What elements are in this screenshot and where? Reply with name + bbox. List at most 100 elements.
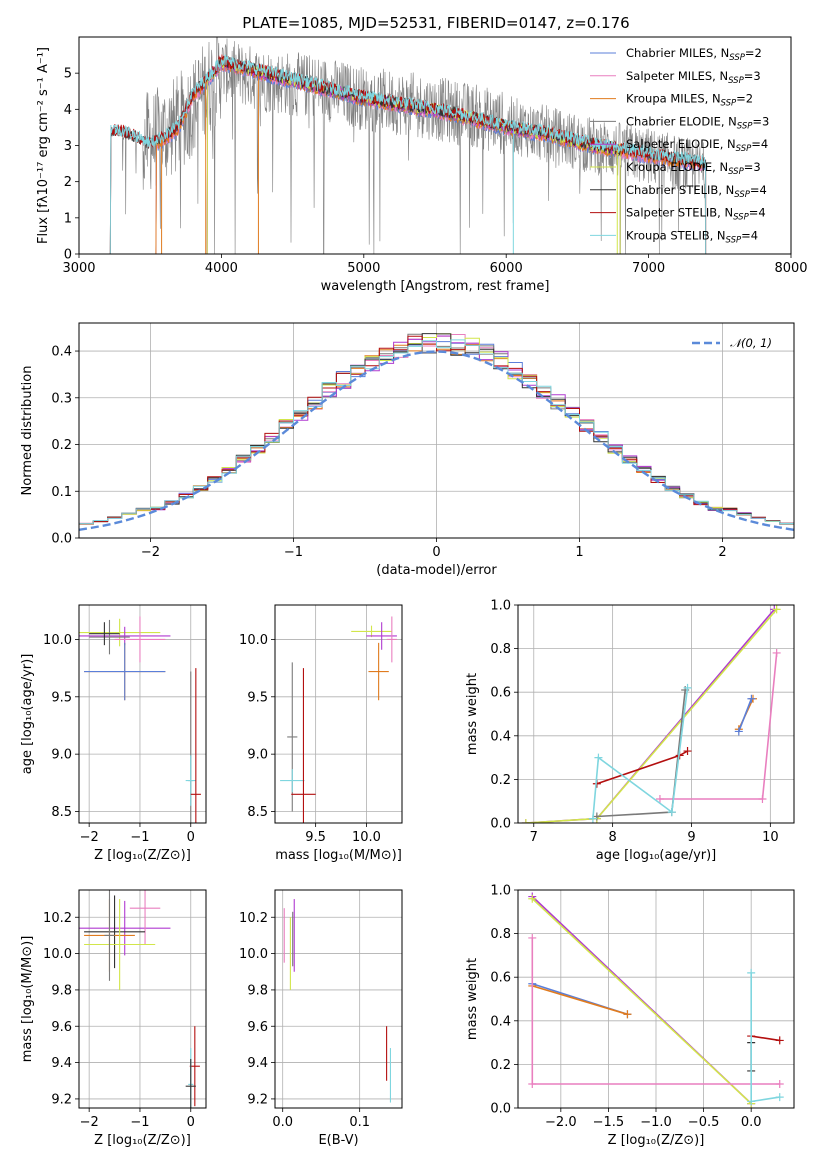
- mass-weight-point-kroupa_stelib: [667, 808, 676, 817]
- y-tick-label: 9.8: [51, 983, 72, 998]
- figure-title: PLATE=1085, MJD=52531, FIBERID=0147, z=0…: [242, 14, 629, 32]
- x-tick-label: 10: [762, 830, 779, 845]
- y-tick-label: 10.0: [239, 633, 268, 648]
- x-axis-label: E(B-V): [318, 1133, 358, 1148]
- panel-spectrum: 3000 4000 5000 6000 7000 8000 0 1 2 3 4 5 wavelength…: [36, 36, 808, 294]
- x-tick-label: 0: [187, 830, 195, 845]
- x-tick-label: 1: [575, 545, 583, 560]
- y-tick-label: 8.5: [51, 805, 72, 820]
- mass-weight-line-chabrier_elodie: [596, 689, 686, 818]
- panel-massweight-vs-Z: −2.0 −1.5 −1.0 −0.5 0.0 0.0 0.2 0.4 0.6 0.8 1.0 Z […: [465, 884, 795, 1148]
- mass-weight-point-kroupa_stelib: [683, 683, 692, 692]
- x-tick-label: −2.0: [545, 1115, 577, 1130]
- mass-weight-line-salpeter_stelib: [751, 1035, 780, 1042]
- plot-area: [79, 890, 200, 1108]
- x-tick-label: 0.0: [741, 1115, 762, 1130]
- y-tick-label: 8.5: [247, 805, 268, 820]
- mass-weight-point-salpeter_stelib: [683, 747, 692, 756]
- legend-entry-normal: 𝒩(0, 1): [730, 336, 772, 350]
- y-tick-label: 9.2: [51, 1092, 72, 1107]
- panel-age-vs-mass: 9.5 10.0 8.5 9.0 9.5 10.0 mass [log₁₀(M/M⊙)]: [239, 604, 403, 863]
- x-tick-label: 6000: [490, 261, 523, 276]
- x-tick-label: −1: [130, 830, 149, 845]
- y-tick-label: 10.0: [43, 947, 72, 962]
- y-tick-label: 9.8: [247, 983, 268, 998]
- mass-weight-point-chabrier_miles: [734, 727, 743, 736]
- mass-weight-line-kroupa_miles: [532, 985, 628, 1016]
- y-tick-label: 0.1: [51, 485, 72, 500]
- mass-weight-point-kroupa_stelib: [594, 753, 603, 762]
- x-tick-label: 8000: [774, 261, 807, 276]
- x-axis-label: age [log₁₀(age/yr)]: [596, 848, 717, 863]
- x-axis-label: Z [log₁₀(Z/Z⊙)]: [94, 1133, 191, 1148]
- plot-area: [79, 616, 201, 823]
- x-tick-label: −1: [284, 545, 303, 560]
- legend-entry-kroupa_miles: Kroupa MILES, NSSP=2: [626, 92, 753, 109]
- plot-area: [528, 892, 784, 1108]
- x-tick-label: 10.0: [352, 830, 381, 845]
- legend-entry-chabrier_stelib: Chabrier STELIB, NSSP=4: [626, 183, 767, 200]
- legend-entry-kroupa_elodie: Kroupa ELODIE, NSSP=3: [626, 160, 761, 177]
- y-tick-label: 0.0: [490, 817, 511, 832]
- mass-weight-point-chabrier_miles: [747, 694, 756, 703]
- legend-entry-chabrier_elodie: Chabrier ELODIE, NSSP=3: [626, 114, 769, 131]
- x-tick-label: 7000: [632, 261, 665, 276]
- mass-weight-point-kroupa_elodie: [772, 605, 781, 614]
- y-axis-label: mass [log₁₀(M/M⊙)]: [20, 936, 35, 1063]
- x-tick-label: −2: [80, 1115, 99, 1130]
- mass-weight-point-salpeter_miles: [655, 795, 664, 804]
- mass-weight-point-kroupa_miles: [623, 1010, 632, 1019]
- x-tick-label: 9.5: [305, 830, 326, 845]
- y-axis-label: Flux [fλ10⁻¹⁷ erg cm⁻² s⁻¹ A⁻¹]: [36, 47, 51, 244]
- y-tick-label: 9.2: [247, 1092, 268, 1107]
- y-tick-label: 0.8: [490, 927, 511, 942]
- axes-frame: [78, 604, 207, 824]
- plot-area: [280, 616, 397, 823]
- y-tick-label: 0.4: [490, 729, 511, 744]
- y-tick-label: 0.4: [490, 1014, 511, 1029]
- y-tick-label: 0.2: [51, 438, 72, 453]
- panel-massweight-vs-age: 7 8 9 10 0.0 0.2 0.4 0.6 0.8 1.0 age [log₁₀(age/yr…: [465, 599, 795, 863]
- y-tick-label: 9.4: [247, 1056, 268, 1071]
- axes-frame: [274, 889, 403, 1109]
- y-tick-label: 9.6: [51, 1020, 72, 1035]
- observed-spectrum: [110, 37, 706, 254]
- x-tick-label: 2: [718, 545, 726, 560]
- mass-weight-point-salpeter_miles: [528, 933, 537, 942]
- y-tick-label: 0.2: [490, 773, 511, 788]
- x-tick-label: −1: [130, 1115, 149, 1130]
- x-axis-label: wavelength [Angstrom, rest frame]: [321, 279, 550, 294]
- panel-mass-vs-EBV: 0.0 0.1 9.2 9.4 9.6 9.8 10.0 10.2 E(B-V): [239, 889, 403, 1148]
- model-spectrum-kroupa_stelib: [109, 53, 707, 254]
- x-tick-label: −1.5: [593, 1115, 625, 1130]
- mass-weight-point-kroupa_elodie: [521, 819, 530, 823]
- y-tick-label: 9.5: [247, 690, 268, 705]
- y-tick-label: 0.6: [490, 686, 511, 701]
- x-tick-label: −2: [141, 545, 160, 560]
- legend-entry-chabrier_miles: Chabrier MILES, NSSP=2: [626, 46, 762, 63]
- y-tick-label: 9.0: [247, 748, 268, 763]
- x-tick-label: 0: [432, 545, 440, 560]
- axes-frame: [78, 889, 207, 1109]
- y-tick-label: 0.6: [490, 971, 511, 986]
- y-tick-label: 9.5: [51, 690, 72, 705]
- x-tick-label: 3000: [62, 261, 95, 276]
- y-axis-label: mass weight: [465, 673, 480, 755]
- mass-weight-line-kroupa_elodie: [531, 898, 752, 1105]
- y-tick-label: 0.4: [51, 345, 72, 360]
- y-tick-label: 0.2: [490, 1058, 511, 1073]
- panel-residuals: −2 −1 0 1 2 0.0 0.1 0.2 0.3 0.4 (data-model)/error…: [20, 322, 795, 578]
- x-axis-label: Z [log₁₀(Z/Z⊙)]: [94, 848, 191, 863]
- model-spectrum-salpeter_miles: [155, 58, 707, 254]
- y-tick-label: 9.0: [51, 748, 72, 763]
- plot-area: [521, 605, 781, 823]
- y-tick-label: 0: [64, 248, 72, 263]
- y-tick-label: 3: [64, 139, 72, 154]
- y-tick-label: 0.0: [51, 532, 72, 547]
- x-tick-label: 9: [687, 830, 695, 845]
- y-tick-label: 0.8: [490, 642, 511, 657]
- mass-weight-point-salpeter_stelib: [775, 1036, 784, 1045]
- y-tick-label: 9.6: [247, 1020, 268, 1035]
- mass-weight-point-salpeter_miles: [528, 1080, 537, 1089]
- mass-weight-point-kroupa_stelib: [747, 1097, 756, 1106]
